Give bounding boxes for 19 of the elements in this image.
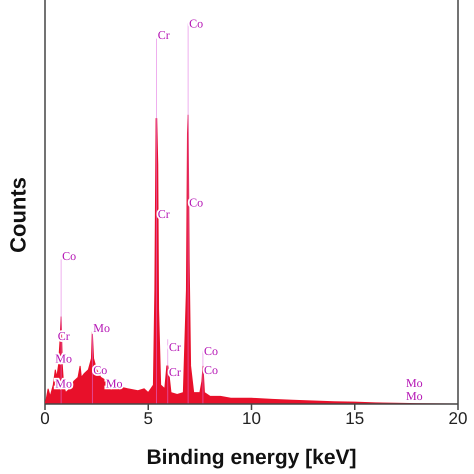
annotation: Mo: [55, 376, 72, 390]
annotation: Mo: [406, 389, 423, 403]
x-tick-label: 0: [40, 409, 50, 428]
annotation: Mo: [406, 376, 423, 390]
annotation: Cr: [168, 364, 181, 379]
x-tick-label: 5: [144, 409, 153, 428]
x-tick-label: 15: [345, 409, 364, 428]
annotation: Co: [204, 363, 218, 378]
annotation: Cr: [168, 340, 181, 354]
y-axis-title: Counts: [6, 177, 30, 253]
annotation: Cr: [158, 28, 170, 42]
x-tick-label: 20: [448, 409, 468, 428]
annotation: Co: [204, 344, 218, 358]
x-tick-label: 10: [242, 409, 261, 428]
annotation: Co: [189, 196, 204, 210]
annotation: Co: [62, 248, 76, 263]
annotation: Mo: [93, 321, 110, 336]
x-axis-title: Binding energy [keV]: [146, 446, 357, 469]
annotation: Co: [189, 16, 204, 31]
